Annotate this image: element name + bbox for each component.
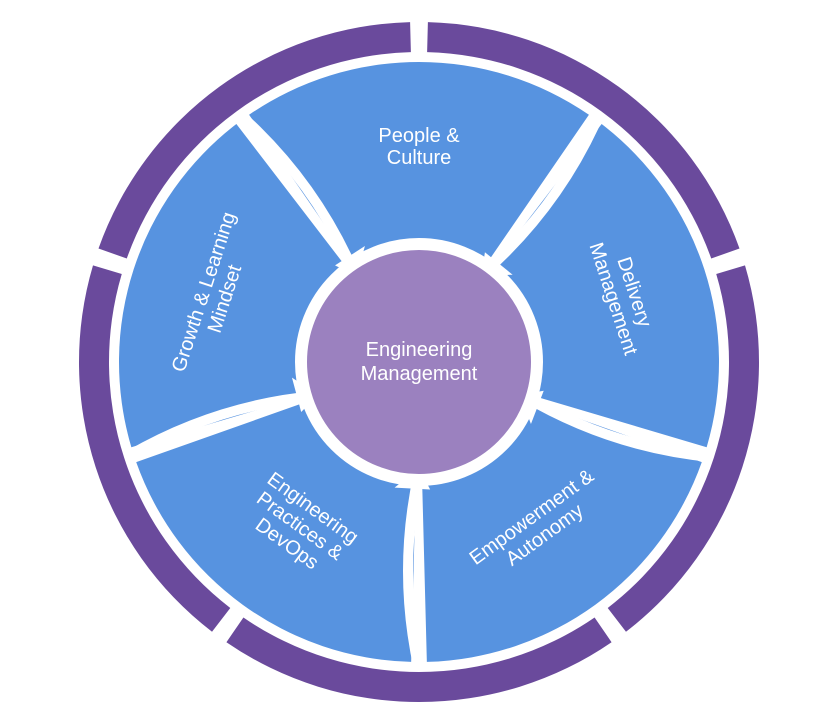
- center-circle: [301, 244, 537, 480]
- svg-text:People &Culture: People &Culture: [378, 125, 460, 169]
- segment-label-0: People &Culture: [378, 125, 460, 169]
- radial-diagram: EngineeringManagementPeople &CultureDeli…: [0, 0, 838, 724]
